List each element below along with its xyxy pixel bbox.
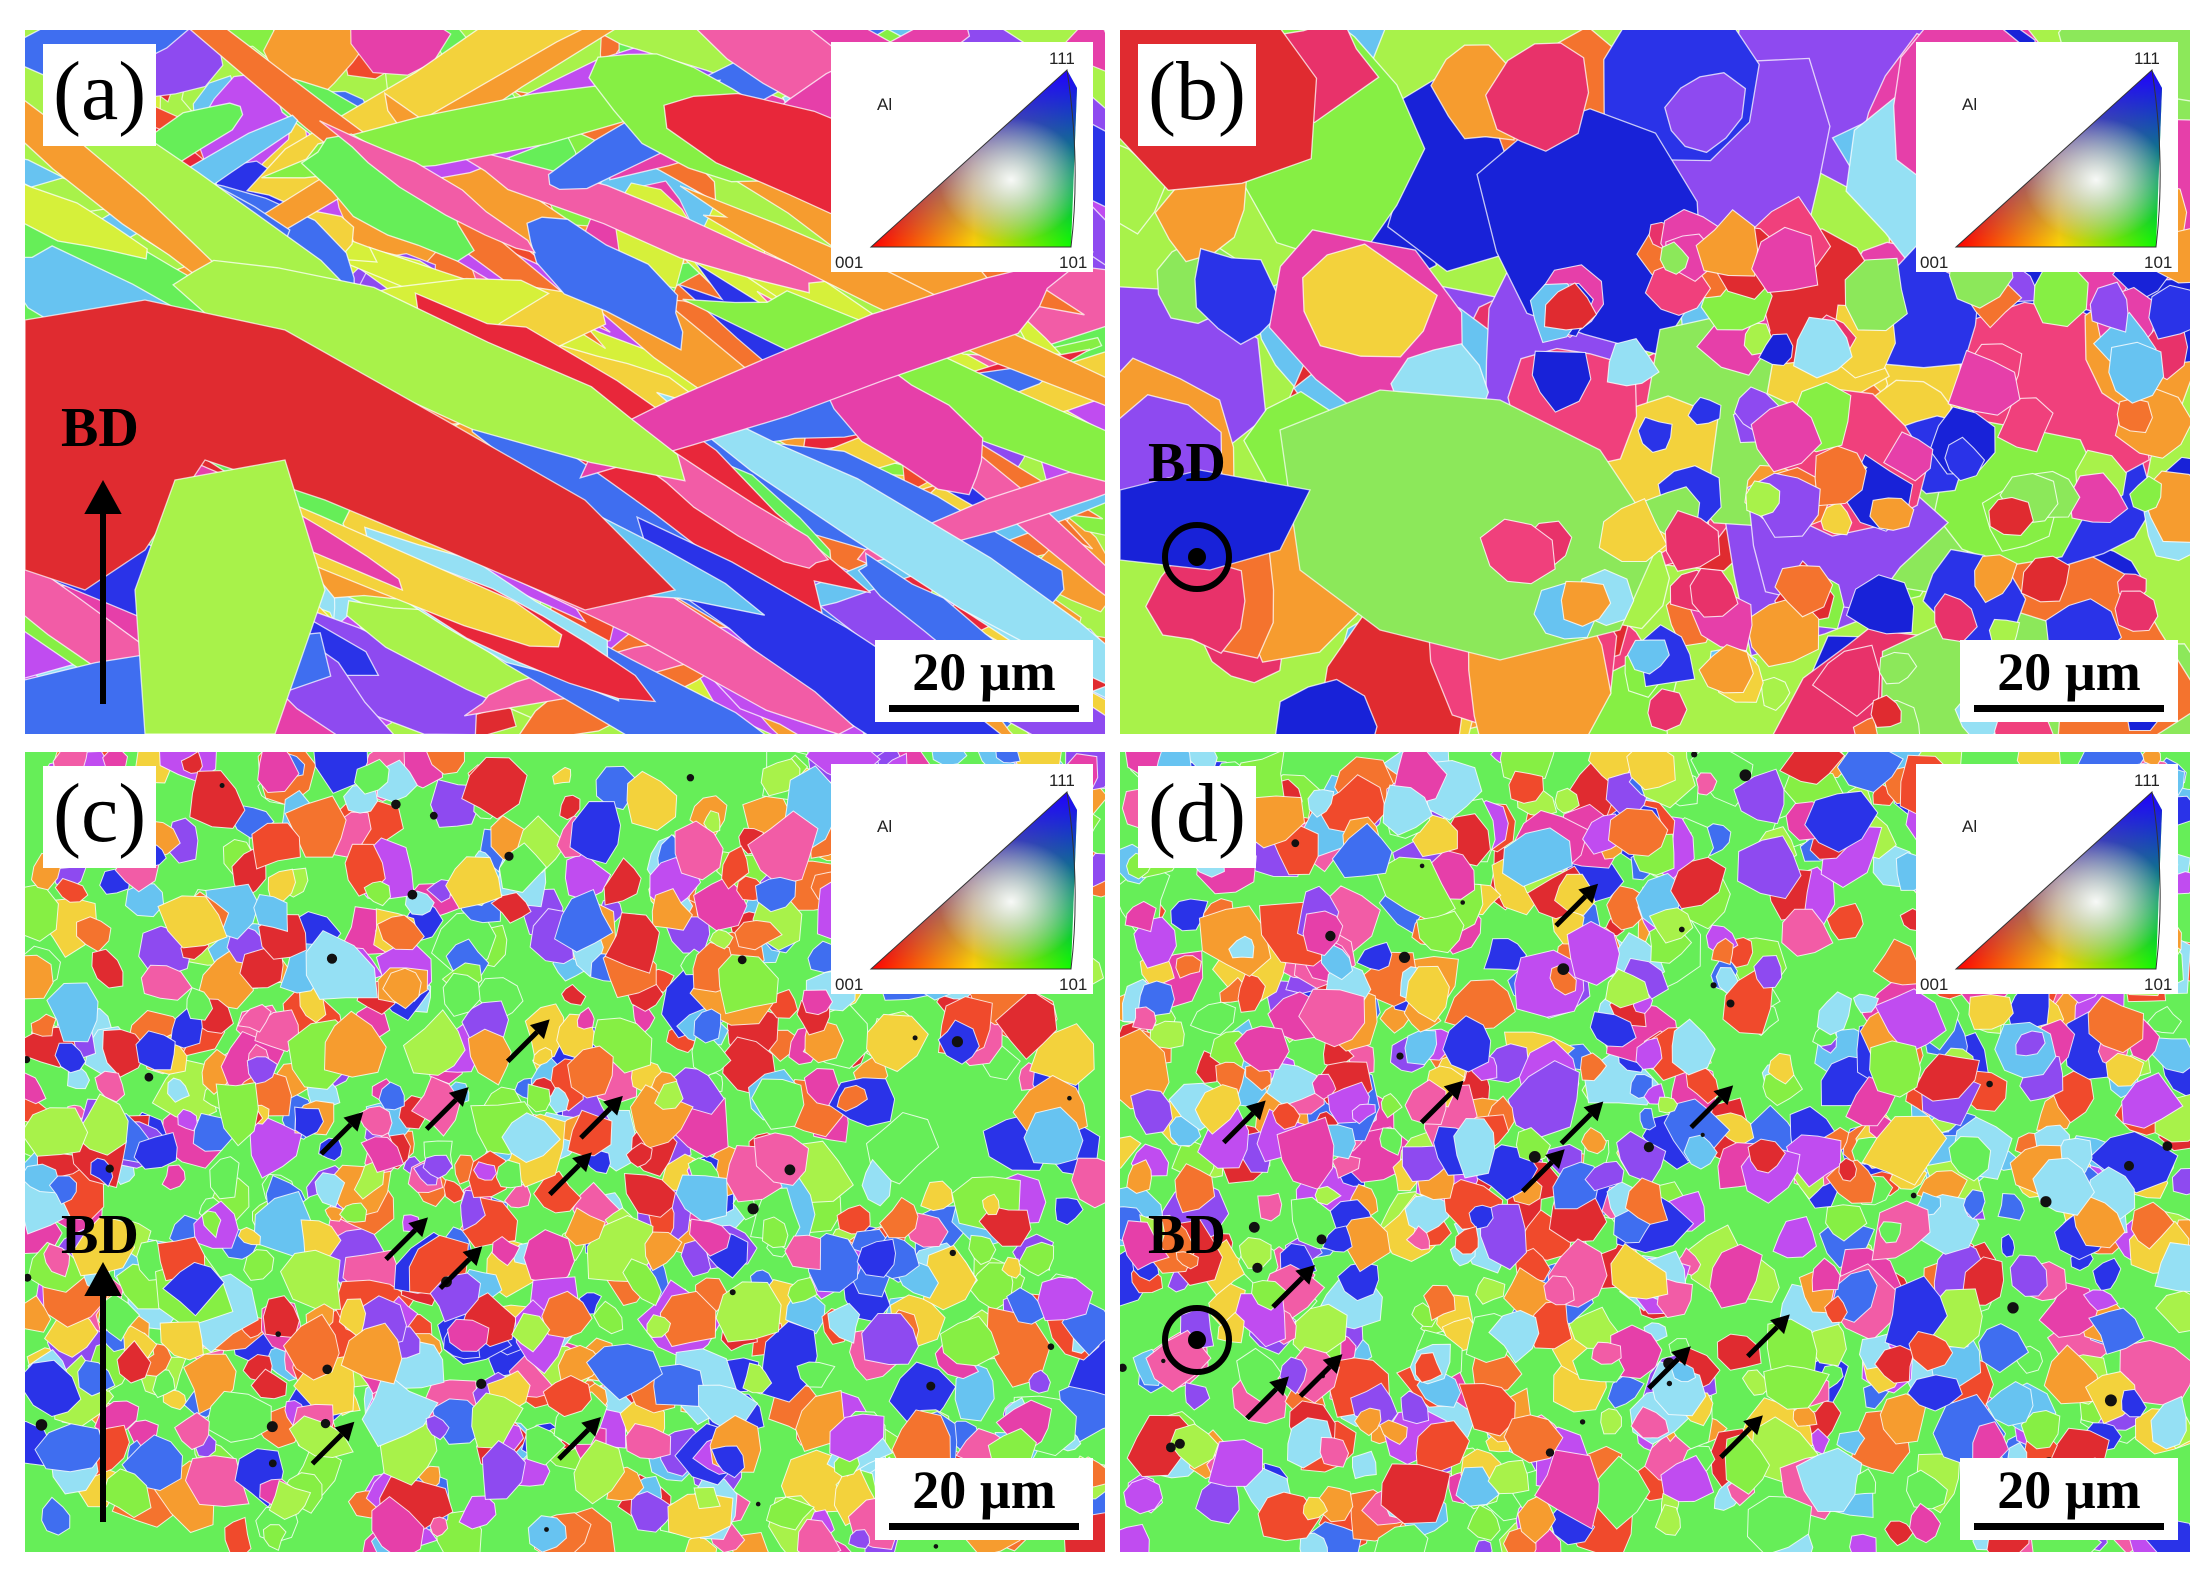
ipf-map-d (1120, 752, 2190, 1552)
scale-bar-c: 20 µm (875, 1458, 1093, 1540)
build-direction-label-c: BD (61, 1204, 139, 1266)
panel-label-a: (a) (43, 44, 157, 146)
scale-bar-label-b: 20 µm (1997, 642, 2141, 702)
scale-bar-label-d: 20 µm (1997, 1460, 2141, 1520)
ipf-key-101-label: 101 (1059, 975, 1087, 994)
scale-bar-line-c (889, 1523, 1079, 1530)
ipf-key-111-label: 111 (1049, 771, 1075, 790)
ipf-key-001-label: 001 (835, 975, 863, 994)
scale-bar-label-c: 20 µm (912, 1460, 1056, 1520)
panel-label-c: (c) (43, 766, 157, 868)
ipf-key-111-label: 111 (1049, 49, 1075, 68)
ipf-key-101-label: 101 (2144, 253, 2172, 272)
ipf-key-material-label: Al (1962, 95, 1977, 114)
build-direction-label-b: BD (1148, 432, 1226, 494)
ipf-color-key-b: Al 111 001 101 (1916, 42, 2178, 272)
panel-label-d: (d) (1138, 766, 1256, 868)
panel-label-b: (b) (1138, 44, 1256, 146)
build-direction-label-a: BD (61, 397, 139, 459)
ipf-color-key-d: Al 111 001 101 (1916, 764, 2178, 994)
scale-bar-label-a: 20 µm (912, 642, 1056, 702)
ipf-color-key-c: Al 111 001 101 (831, 764, 1093, 994)
ebsd-panel-a: (a) Al 111 001 101 BD 20 µm (25, 30, 1105, 734)
scale-bar-b: 20 µm (1960, 640, 2178, 722)
ipf-key-111-label: 111 (2134, 49, 2160, 68)
build-direction-label-d: BD (1148, 1204, 1226, 1266)
ipf-key-111-label: 111 (2134, 771, 2160, 790)
scale-bar-a: 20 µm (875, 640, 1093, 722)
ebsd-panel-b: (b) Al 111 001 101 BD 20 µm (1120, 30, 2190, 734)
ipf-key-101-label: 101 (2144, 975, 2172, 994)
ipf-key-001-label: 001 (835, 253, 863, 272)
ipf-key-material-label: Al (877, 817, 892, 836)
ipf-key-material-label: Al (877, 95, 892, 114)
scale-bar-d: 20 µm (1960, 1458, 2178, 1540)
ipf-key-001-label: 001 (1920, 975, 1948, 994)
ebsd-panel-d: (d) Al 111 001 101 BD 20 µm (1120, 752, 2190, 1552)
scale-bar-line-b (1974, 705, 2164, 712)
ipf-key-material-label: Al (1962, 817, 1977, 836)
ipf-key-001-label: 001 (1920, 253, 1948, 272)
scale-bar-line-d (1974, 1523, 2164, 1530)
ipf-color-key-a: Al 111 001 101 (831, 42, 1093, 272)
ebsd-panel-c: (c) Al 111 001 101 BD 20 µm (25, 752, 1105, 1552)
ipf-key-101-label: 101 (1059, 253, 1087, 272)
scale-bar-line-a (889, 705, 1079, 712)
